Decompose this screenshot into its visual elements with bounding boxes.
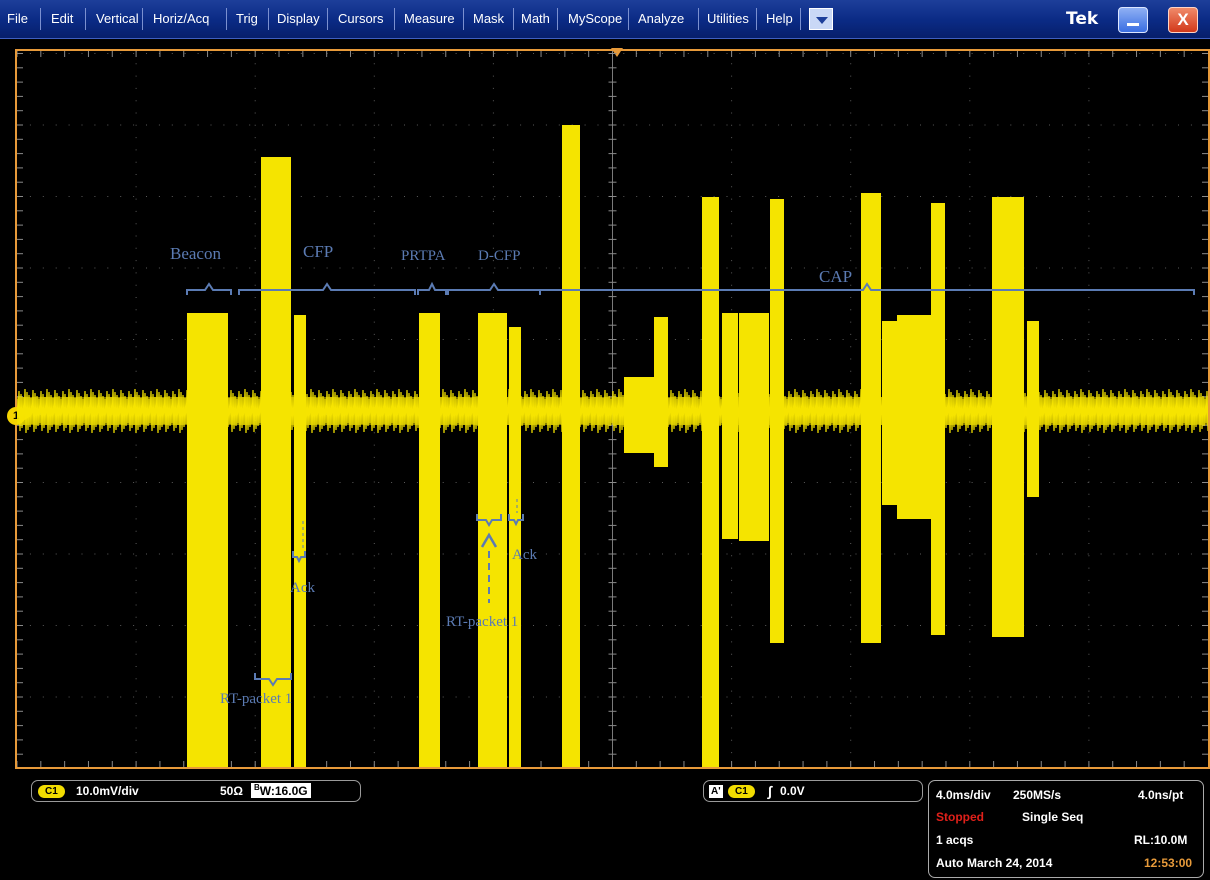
signal-burst [992, 197, 1024, 637]
signal-burst [882, 321, 897, 505]
tek-logo: Tek [1066, 9, 1099, 29]
acquisition-date: March 24, 2014 [967, 856, 1053, 870]
menu-separator [463, 8, 464, 30]
trigger-level: 0.0V [780, 784, 805, 798]
signal-burst [931, 203, 945, 635]
trigger-source-badge: A' [709, 785, 723, 798]
menu-separator [698, 8, 699, 30]
signal-burst [419, 313, 440, 767]
acquisition-time: 12:53:00 [1144, 856, 1193, 870]
acquisition-readout[interactable]: 4.0ms/div 250MS/s 4.0ns/pt Stopped Singl… [928, 780, 1204, 878]
menu-separator [513, 8, 514, 30]
close-icon[interactable]: X [1168, 7, 1198, 33]
signal-burst [261, 157, 291, 767]
annotation-cap: CAP [819, 267, 852, 286]
menu-separator [800, 8, 801, 30]
acquisition-mode: Single Seq [1022, 810, 1084, 824]
prtpa-bracket [417, 281, 447, 295]
dcfp-bracket [447, 282, 541, 295]
menu-vertical[interactable]: Vertical [96, 11, 139, 26]
cfp-bracket [238, 282, 416, 295]
menu-math[interactable]: Math [521, 11, 550, 26]
menu-cursors[interactable]: Cursors [338, 11, 384, 26]
rt2-bracket [476, 514, 502, 527]
cap-bracket [539, 282, 1195, 295]
annotation-brackets [186, 281, 1195, 687]
menu-edit[interactable]: Edit [51, 11, 74, 26]
menu-help[interactable]: Help [766, 11, 793, 26]
trigger-position-marker[interactable] [611, 48, 623, 57]
menu-measure[interactable]: Measure [404, 11, 455, 26]
bandwidth-prefix: B [254, 783, 260, 792]
menu-bar: File Edit Vertical Horiz/Acq Trig Displa… [0, 0, 1210, 39]
vertical-readout[interactable]: C1 10.0mV/div 50Ω BW:16.0G [31, 780, 361, 802]
signal-burst [722, 313, 738, 539]
menu-trig[interactable]: Trig [236, 11, 258, 26]
bandwidth-limit: BW:16.0G [251, 783, 311, 798]
annotation-ack-2: Ack [512, 547, 537, 563]
menu-separator [557, 8, 558, 30]
acquisition-count: 1 acqs [936, 833, 974, 847]
acquisition-state: Stopped [936, 810, 984, 824]
waveform-display: Beacon CFP PRTPA D-CFP CAP Ack Ack RT-pa… [17, 51, 1208, 767]
menu-separator [142, 8, 143, 30]
signal-burst [509, 327, 521, 767]
menu-mask[interactable]: Mask [473, 11, 505, 26]
menu-file[interactable]: File [7, 11, 28, 26]
trigger-channel-badge: C1 [728, 785, 755, 798]
chevron-down-icon[interactable] [809, 8, 833, 30]
signal-burst [187, 313, 228, 767]
menu-utilities[interactable]: Utilities [707, 11, 749, 26]
signal-burst [624, 377, 654, 453]
annotation-beacon: Beacon [170, 244, 221, 263]
rt1-bracket [254, 673, 292, 687]
menu-separator [756, 8, 757, 30]
timebase: 4.0ms/div [936, 788, 991, 802]
signal-burst [654, 317, 668, 467]
menu-separator [327, 8, 328, 30]
menu-display[interactable]: Display [277, 11, 320, 26]
rising-edge-icon: ∫ [768, 783, 772, 799]
trigger-readout[interactable]: A' C1 ∫ 0.0V [703, 780, 923, 802]
menu-separator [85, 8, 86, 30]
menu-horiz-acq[interactable]: Horiz/Acq [153, 11, 210, 26]
signal-burst [861, 193, 881, 643]
signal-burst [1027, 321, 1039, 497]
menu-separator [226, 8, 227, 30]
signal-burst [739, 313, 769, 541]
signal-burst [702, 197, 719, 767]
trigger-mode: Auto [936, 856, 964, 870]
annotation-rt-packet-1b: RT-packet 1 [446, 614, 518, 630]
menu-separator [268, 8, 269, 30]
menu-myscope[interactable]: MyScope [568, 11, 623, 26]
record-length: RL:10.0M [1134, 833, 1188, 847]
signal-burst [562, 125, 580, 767]
bandwidth-value: W:16.0G [259, 784, 308, 798]
annotation-cfp: CFP [303, 242, 333, 261]
waveform-trace [17, 125, 1208, 767]
sample-rate: 250MS/s [1013, 788, 1062, 802]
signal-burst [770, 199, 784, 643]
time-resolution: 4.0ns/pt [1138, 788, 1184, 802]
beacon-bracket [186, 282, 232, 295]
ack2-bracket [508, 514, 524, 527]
ack1-bracket [292, 551, 306, 564]
menu-separator [628, 8, 629, 30]
annotation-ack-1: Ack [290, 580, 315, 596]
menu-separator [40, 8, 41, 30]
impedance: 50Ω [220, 784, 243, 798]
signal-burst [897, 315, 931, 519]
annotation-prtpa: PRTPA [401, 248, 446, 264]
rt2-arrowhead [480, 532, 498, 548]
minimize-icon[interactable] [1118, 7, 1148, 33]
channel-badge: C1 [38, 785, 65, 798]
annotation-dcfp: D-CFP [478, 248, 521, 264]
signal-burst [294, 315, 306, 767]
annotation-rt-packet-1a: RT-packet 1 [220, 691, 292, 707]
menu-separator [394, 8, 395, 30]
vertical-scale: 10.0mV/div [76, 784, 139, 798]
menu-analyze[interactable]: Analyze [638, 11, 685, 26]
